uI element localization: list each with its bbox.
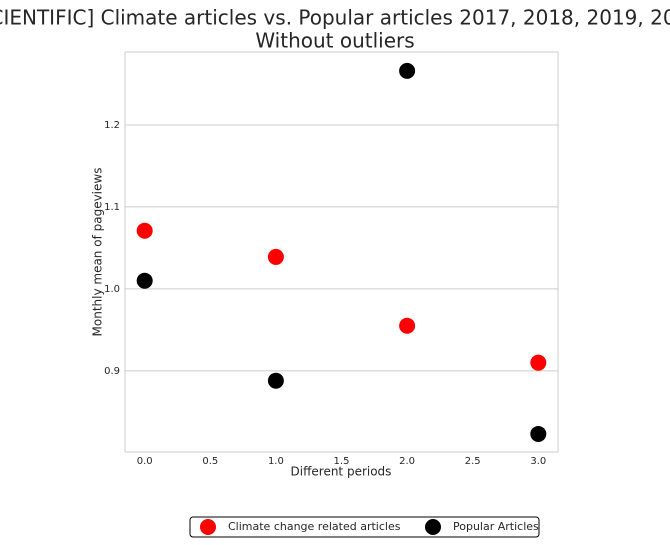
- y-tick-label: 0.9: [104, 366, 120, 377]
- point: [267, 248, 284, 265]
- point: [136, 222, 153, 239]
- point: [399, 317, 416, 334]
- point: [530, 354, 547, 371]
- chart-title: [SCIENTIFIC] Climate articles vs. Popula…: [0, 6, 670, 30]
- x-axis-label: Different periods: [291, 465, 392, 479]
- legend-marker: [200, 519, 216, 535]
- legend-marker: [425, 519, 441, 535]
- y-tick-label: 1.2: [104, 120, 120, 131]
- legend-label: Popular Articles: [453, 520, 539, 533]
- point: [399, 62, 416, 79]
- x-tick-label: 2.0: [399, 456, 415, 467]
- y-axis-label: Monthly mean of pageviews: [91, 168, 105, 337]
- x-tick-label: 3.0: [530, 456, 546, 467]
- y-tick-label: 1.0: [104, 284, 120, 295]
- x-tick-label: 2.5: [465, 456, 481, 467]
- x-tick-label: 1.5: [334, 456, 350, 467]
- point: [136, 272, 153, 289]
- chart-subtitle: Without outliers: [255, 29, 414, 53]
- legend-box: [189, 516, 540, 538]
- x-tick-label: 0.0: [137, 456, 153, 467]
- point: [530, 425, 547, 442]
- y-tick-label: 1.1: [104, 202, 120, 213]
- legend-label: Climate change related articles: [228, 520, 401, 533]
- x-tick-label: 1.0: [268, 456, 284, 467]
- point: [267, 372, 284, 389]
- x-tick-label: 0.5: [202, 456, 218, 467]
- plot-frame: [124, 51, 559, 453]
